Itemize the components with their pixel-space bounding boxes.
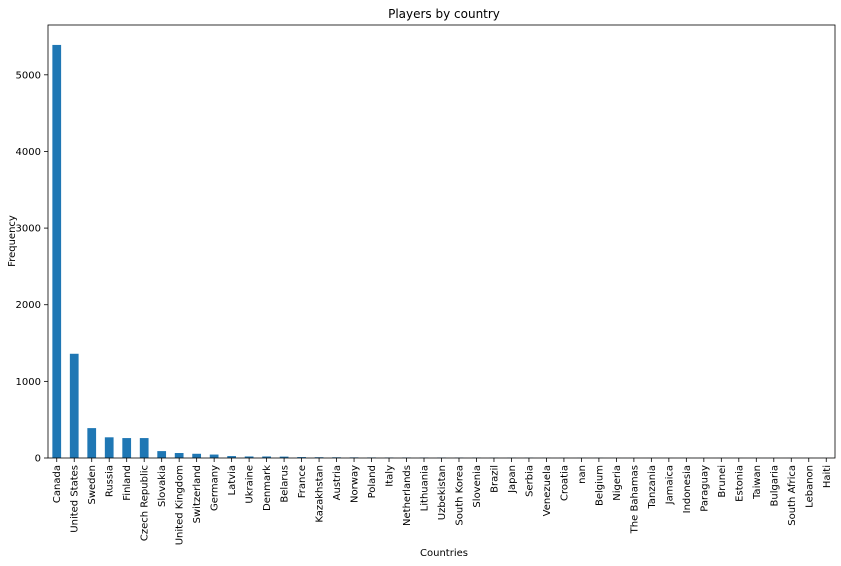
x-tick-label: Canada [52,465,63,503]
y-tick-label: 4000 [16,147,41,158]
x-tick-label: Slovakia [157,465,168,507]
x-tick-label: Croatia [559,465,570,501]
bar-finland [122,438,132,458]
x-tick-label: United States [70,465,81,533]
x-tick-label: Haiti [822,465,833,488]
bars [52,44,831,459]
y-tick-label: 3000 [16,224,41,235]
x-tick-label: Lebanon [804,465,815,508]
x-tick-label: Russia [105,465,116,497]
bar-switzerland [192,453,202,458]
x-tick-label: France [297,465,308,498]
x-tick-label: Italy [385,465,396,487]
bar-united-states [69,353,79,458]
x-tick-label: Belarus [280,465,291,503]
bar-germany [209,454,219,458]
x-tick-label: nan [577,465,588,484]
x-tick-label: Latvia [227,465,238,495]
y-tick-label: 0 [35,454,41,465]
x-tick-label: Bulgaria [769,465,780,506]
x-tick-label: Tanzania [647,465,658,510]
x-tick-label: Japan [507,465,518,494]
x-tick-label: Serbia [524,465,535,497]
x-tick-label: Jamaica [664,465,675,505]
x-tick-label: The Bahamas [629,465,640,534]
x-tick-label: Paraguay [699,465,710,512]
x-tick-label: Lithuania [420,465,431,511]
x-tick-label: Kazakhstan [315,465,326,523]
bar-slovakia [157,451,167,458]
x-tick-label: Czech Republic [140,465,151,541]
x-tick-label: Switzerland [192,465,203,523]
x-tick-label: Brunei [717,465,728,498]
bar-belarus [279,456,289,458]
x-tick-label: Austria [332,465,343,500]
x-tick-label: Uzbekistan [437,465,448,520]
x-tick-label: Netherlands [402,465,413,526]
x-tick-label: Germany [210,465,221,511]
chart-title: Players by country [388,7,500,21]
y-tick-label: 5000 [16,70,41,81]
x-tick-label: Nigeria [612,465,623,501]
x-tick-label: Poland [367,465,378,498]
x-tick-label: Venezuela [542,465,553,516]
x-tick-label: Estonia [734,465,745,502]
bar-russia [104,437,114,458]
x-tick-label: Belgium [594,465,605,506]
x-tick-label: Norway [350,465,361,503]
x-tick-label: Brazil [489,465,500,493]
bar-canada [52,44,62,459]
x-tick-label: Sweden [87,465,98,505]
bar-latvia [227,456,236,458]
y-axis-title: Frequency [7,215,18,267]
ticks: Canada United States Sweden Russia Finland Cz… [16,70,833,545]
x-tick-label: South Korea [454,465,465,526]
x-tick-label: Denmark [262,465,273,511]
plot-frame [47,24,836,459]
x-tick-label: Indonesia [682,465,693,513]
bar-france [297,457,306,458]
axes [47,24,836,459]
bar-sweden [87,428,97,458]
x-tick-label: Slovenia [472,465,483,508]
x-tick-label: Finland [122,465,133,501]
bar-united-kingdom [174,453,184,458]
bar-czech-republic [139,438,149,458]
x-axis-title: Countries [420,548,468,559]
y-tick-label: 1000 [16,377,41,388]
x-tick-label: South Africa [787,465,798,526]
y-tick-label: 2000 [16,300,41,311]
bar-denmark [262,456,271,458]
x-tick-label: United Kingdom [175,465,186,545]
x-tick-label: Ukraine [245,465,256,504]
x-tick-label: Taiwan [752,465,763,500]
bar-ukraine [244,456,254,458]
